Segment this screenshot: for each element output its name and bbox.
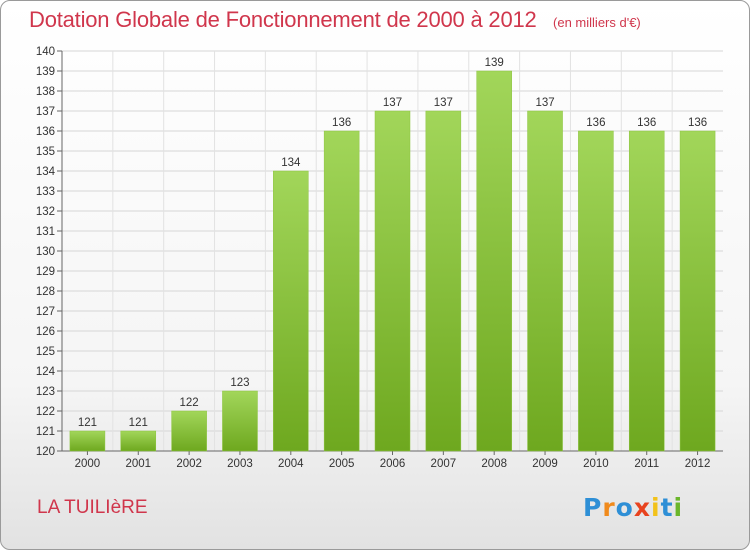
bar bbox=[222, 390, 258, 452]
x-tick-label: 2003 bbox=[227, 458, 253, 470]
chart-unit: (en milliers d'€) bbox=[553, 15, 641, 30]
bar bbox=[273, 170, 309, 452]
bar-value-label: 121 bbox=[78, 417, 97, 429]
commune-name: LA TUILIèRE bbox=[37, 497, 148, 518]
bar bbox=[171, 410, 207, 452]
y-tick-label: 140 bbox=[36, 46, 55, 58]
bar-value-label: 137 bbox=[434, 97, 453, 109]
proxiti-logo[interactable]: Proxiti bbox=[583, 493, 683, 522]
bar bbox=[476, 70, 512, 452]
bar bbox=[578, 130, 614, 452]
x-tick-label: 2004 bbox=[278, 458, 304, 470]
y-tick-label: 137 bbox=[36, 106, 55, 118]
y-tick-label: 134 bbox=[36, 166, 56, 178]
bar-value-label: 122 bbox=[180, 397, 199, 409]
y-tick-label: 120 bbox=[36, 446, 55, 458]
y-tick-label: 126 bbox=[36, 326, 55, 338]
x-tick-label: 2002 bbox=[176, 458, 202, 470]
x-tick-label: 2009 bbox=[532, 458, 558, 470]
bar bbox=[425, 110, 462, 452]
bar-value-label: 136 bbox=[637, 117, 656, 129]
bar bbox=[69, 430, 106, 452]
bar-value-label: 134 bbox=[281, 157, 301, 169]
bar-layer: 121 121 122 123 134 136 137 137 139 137 136 136 136 bbox=[69, 57, 716, 452]
x-tick-label: 2011 bbox=[634, 458, 659, 470]
y-tick-label: 127 bbox=[36, 306, 55, 318]
x-tick-label: 2001 bbox=[125, 458, 151, 470]
chart-title: Dotation Globale de Fonctionnement de 20… bbox=[29, 7, 537, 32]
logo-letter: t bbox=[660, 493, 674, 522]
bar-value-label: 137 bbox=[383, 97, 402, 109]
bar-value-label: 121 bbox=[129, 417, 148, 429]
y-tick-label: 123 bbox=[36, 386, 55, 398]
y-tick-label: 131 bbox=[36, 226, 55, 238]
logo-letter: P bbox=[583, 493, 603, 522]
bar bbox=[374, 110, 411, 452]
bar-value-label: 139 bbox=[485, 57, 504, 69]
bar bbox=[679, 130, 716, 452]
y-tick-label: 133 bbox=[36, 186, 55, 198]
y-tick-label: 129 bbox=[36, 266, 55, 278]
x-tick-label: 2010 bbox=[583, 458, 609, 470]
bar-value-label: 123 bbox=[230, 377, 249, 389]
y-tick-label: 132 bbox=[36, 206, 55, 218]
bar bbox=[628, 130, 665, 452]
y-tick-label: 130 bbox=[36, 246, 55, 258]
logo-letter: o bbox=[615, 493, 634, 522]
x-tick-label: 2007 bbox=[431, 458, 457, 470]
bar bbox=[323, 130, 360, 452]
y-tick-label: 124 bbox=[36, 366, 56, 378]
bar-value-label: 136 bbox=[332, 117, 351, 129]
bar bbox=[120, 430, 157, 452]
bar-value-label: 137 bbox=[535, 97, 554, 109]
title-row: Dotation Globale de Fonctionnement de 20… bbox=[29, 7, 641, 33]
y-tick-label: 125 bbox=[36, 346, 55, 358]
bar-value-label: 136 bbox=[688, 117, 707, 129]
logo-letter: x bbox=[633, 493, 651, 522]
y-tick-label: 136 bbox=[36, 126, 55, 138]
y-tick-label: 139 bbox=[36, 66, 55, 78]
y-tick-label: 128 bbox=[36, 286, 55, 298]
logo-letter: r bbox=[602, 493, 616, 522]
bar-value-label: 136 bbox=[586, 117, 605, 129]
x-tick-label: 2000 bbox=[75, 458, 101, 470]
bar bbox=[527, 110, 563, 452]
y-tick-label: 121 bbox=[36, 426, 55, 438]
x-tick-label: 2005 bbox=[329, 458, 355, 470]
x-tick-label: 2012 bbox=[685, 458, 711, 470]
y-tick-label: 138 bbox=[36, 86, 55, 98]
y-tick-label: 135 bbox=[36, 146, 55, 158]
logo-letter: i bbox=[651, 493, 661, 522]
logo-letter: i bbox=[673, 493, 684, 522]
y-tick-label: 122 bbox=[36, 406, 55, 418]
x-tick-label: 2008 bbox=[481, 458, 507, 470]
x-tick-label: 2006 bbox=[380, 458, 406, 470]
